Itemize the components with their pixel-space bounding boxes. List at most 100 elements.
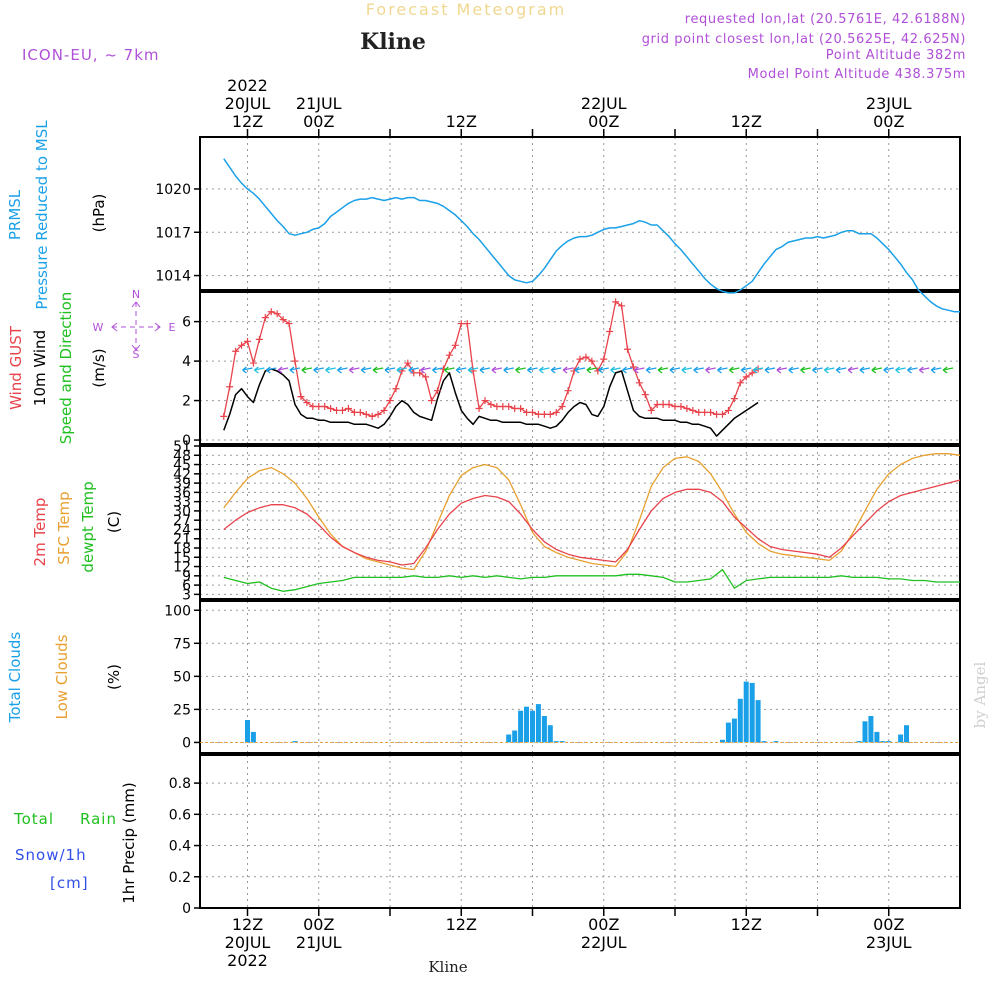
top-title: Forecast Meteogram [366, 0, 566, 19]
gust-marker [499, 402, 507, 410]
p5-label-cm: [cm] [50, 874, 89, 892]
gust-marker [546, 410, 554, 418]
p3-label-dewpt: dewpt Temp [79, 481, 97, 572]
y-tick-label: 9 [182, 569, 191, 585]
gust-marker [309, 402, 317, 410]
y-tick-label: 50 [173, 669, 191, 685]
wind-arrow-icon [538, 366, 550, 374]
gust-marker [428, 397, 436, 405]
wind-arrow-icon [645, 366, 657, 374]
y-tick-label: 0.2 [169, 870, 191, 886]
cloud-bar [731, 718, 737, 743]
gust-marker [255, 335, 263, 343]
wind-arrow-icon [527, 366, 538, 374]
p1-unit: (hPa) [90, 194, 108, 233]
wind-arrow-icon [432, 366, 443, 374]
wind-arrow-icon [669, 366, 681, 374]
wind-arrow-icon [586, 366, 598, 374]
cloud-bar [512, 730, 518, 743]
gust-marker [600, 355, 608, 363]
gust-marker [713, 410, 721, 418]
cloud-bar [749, 682, 755, 743]
y-tick-label: 0.6 [169, 807, 191, 823]
p5-label-total: Total [13, 810, 54, 828]
y-tick-label: 75 [173, 636, 191, 652]
cloud-bar [743, 681, 749, 743]
p2-label-wind: 10m Wind [31, 330, 49, 406]
time-label-bottom: 12Z [731, 915, 762, 934]
cloud-bar [880, 741, 886, 743]
y-tick-label: 6 [182, 315, 191, 331]
gust-marker [724, 406, 732, 414]
gust-marker [416, 369, 424, 377]
wind-arrow-icon [408, 366, 419, 374]
gust-marker [249, 359, 257, 367]
wind-arrow-icon [633, 366, 645, 374]
wind-speed-line [223, 368, 759, 437]
y-tick-label: 6 [182, 578, 191, 594]
gust-marker [344, 404, 352, 412]
time-label-top: 21JUL [296, 94, 342, 113]
y-tick-label: 42 [173, 467, 191, 483]
time-label-bottom: 00Z [588, 915, 619, 934]
gust-marker [333, 406, 341, 414]
wind-arrow-icon [420, 366, 431, 374]
gust-marker [273, 310, 281, 318]
wind-arrow-icon [823, 366, 835, 374]
cloud-bar [761, 741, 767, 743]
wind-arrow-icon [325, 366, 336, 374]
cloud-bar [547, 725, 553, 743]
wind-arrow-icon [764, 366, 776, 374]
y-tick-label: 48 [173, 448, 191, 464]
gust-marker [683, 404, 691, 412]
gust-marker [606, 327, 614, 335]
y-tick-label: 30 [173, 504, 191, 520]
gust-marker [701, 408, 709, 416]
gust-marker [339, 406, 346, 414]
y-tick-label: 0.8 [169, 776, 191, 792]
gust-marker [451, 341, 459, 349]
chart-marks: 1014101710200246369121518212427303336394… [155, 76, 961, 970]
wind-arrow-icon [265, 366, 277, 374]
gust-marker [410, 369, 418, 377]
wind-arrow-icon [693, 366, 704, 374]
gust-marker [279, 316, 287, 324]
time-label-bottom: 22JUL [581, 933, 627, 952]
gust-marker [404, 359, 412, 367]
gust-marker [481, 397, 489, 405]
gust-marker [422, 373, 430, 381]
time-label-top: 12Z [731, 112, 762, 131]
watermark: by Angel [971, 661, 989, 728]
wind-arrow-icon [740, 366, 752, 374]
y-tick-label: 2 [182, 394, 191, 410]
y-tick-label: 51 [173, 439, 191, 455]
gust-marker [445, 351, 453, 359]
gust-marker [540, 410, 548, 418]
gust-marker [517, 404, 525, 412]
y-tick-label: 21 [173, 532, 191, 548]
time-label-top: 00Z [588, 112, 619, 131]
y-tick-label: 1020 [155, 182, 191, 198]
gust-marker [671, 402, 679, 410]
panel-frame [199, 600, 961, 754]
footer-station: Kline [428, 958, 467, 976]
wind-arrow-icon [491, 366, 503, 374]
gust-marker [635, 379, 643, 387]
cloud-bar [530, 710, 535, 743]
gust-marker [220, 412, 228, 420]
gust-marker [285, 320, 293, 328]
time-label-bottom: 21JUL [296, 933, 342, 952]
compass-s: S [133, 348, 140, 361]
y-tick-label: 0 [182, 901, 191, 917]
gust-marker [261, 314, 269, 322]
cloud-bar [725, 722, 731, 743]
cloud-bar [874, 731, 880, 743]
gust-marker [582, 353, 590, 361]
y-tick-label: 0 [182, 735, 191, 751]
gust-marker [511, 404, 519, 412]
cloud-bar [856, 741, 862, 743]
panel-frame [199, 136, 961, 291]
wind-arrow-icon [907, 366, 918, 374]
panel-frame [199, 445, 961, 600]
wind-arrow-icon [384, 366, 396, 374]
